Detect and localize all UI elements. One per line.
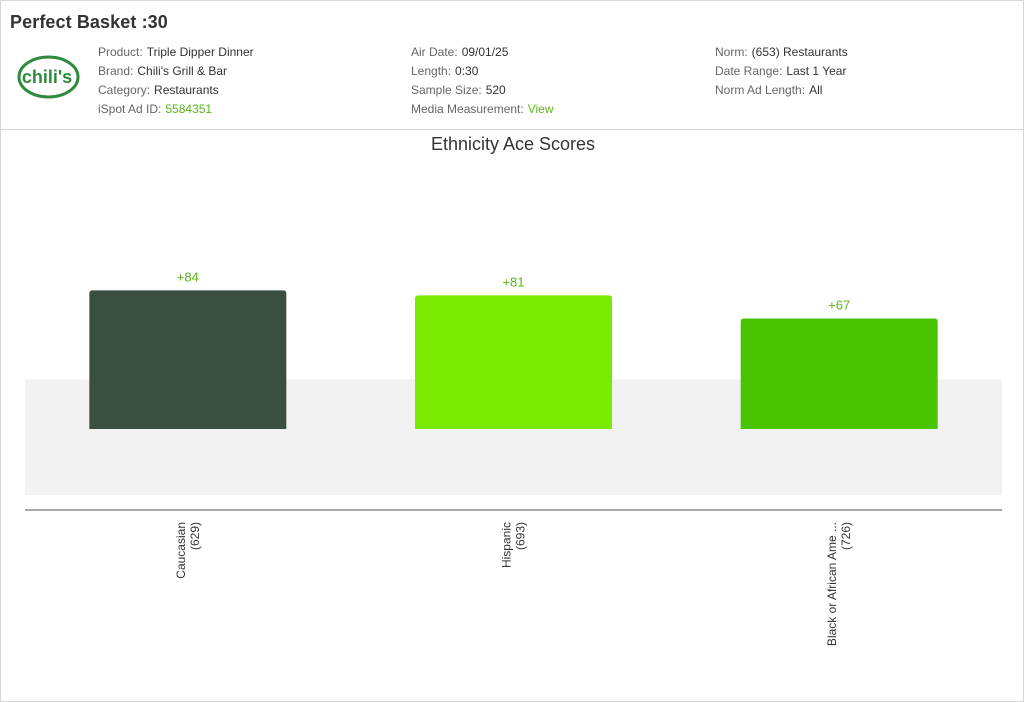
norm-details-column: Norm: (653) Restaurants Date Range: Last 1… (715, 43, 848, 100)
detail-air-date: Air Date: 09/01/25 (411, 45, 509, 59)
category-label-2: Black or African Ame ... (726) (825, 522, 853, 646)
category-name-2: Black or African Ame ... (825, 522, 839, 646)
bar-value-label-2: +67 (828, 297, 850, 312)
detail-brand: Brand: Chili's Grill & Bar (98, 64, 227, 78)
bar-value-label-1: +81 (502, 274, 524, 289)
ad-id-link[interactable]: 5584351 (165, 102, 213, 116)
detail-norm: Norm: (653) Restaurants (715, 45, 848, 59)
bar-value-label-0: +84 (177, 269, 199, 284)
header-divider (1, 129, 1024, 130)
category-count-0: (629) (188, 522, 202, 550)
media-measurement-view-link[interactable]: View (527, 102, 554, 116)
ethnicity-ace-chart: Ethnicity Ace Scores +84 Caucasian (629) +81… (25, 134, 1002, 646)
category-count-2: (726) (839, 522, 853, 550)
bar-2 (740, 318, 938, 429)
detail-product: Product: Triple Dipper Dinner (98, 45, 254, 59)
category-name-1: Hispanic (500, 522, 514, 568)
detail-ad-id: iSpot Ad ID: 5584351 (98, 102, 213, 116)
detail-sample-size: Sample Size: 520 (411, 83, 506, 97)
logo-text: chili's (22, 67, 72, 87)
bar-0 (89, 290, 287, 429)
brand-logo: chili's (17, 55, 80, 99)
category-count-1: (693) (514, 522, 528, 550)
category-label-0: Caucasian (629) (174, 522, 202, 579)
detail-media-measurement: Media Measurement: View (411, 102, 554, 116)
detail-category: Category: Restaurants (98, 83, 219, 97)
chart-title: Ethnicity Ace Scores (431, 134, 595, 154)
detail-date-range: Date Range: Last 1 Year (715, 64, 847, 78)
detail-norm-ad-length: Norm Ad Length: All (715, 83, 823, 97)
airing-details-column: Air Date: 09/01/25 Length: 0:30 Sample Siz… (411, 43, 554, 119)
bar-1 (415, 295, 612, 429)
ad-details-column: Product: Triple Dipper Dinner Brand: Chili… (98, 43, 254, 119)
category-label-1: Hispanic (693) (500, 522, 528, 568)
page-title: Perfect Basket :30 (10, 12, 168, 32)
category-name-0: Caucasian (174, 522, 188, 579)
detail-length: Length: 0:30 (411, 64, 479, 78)
